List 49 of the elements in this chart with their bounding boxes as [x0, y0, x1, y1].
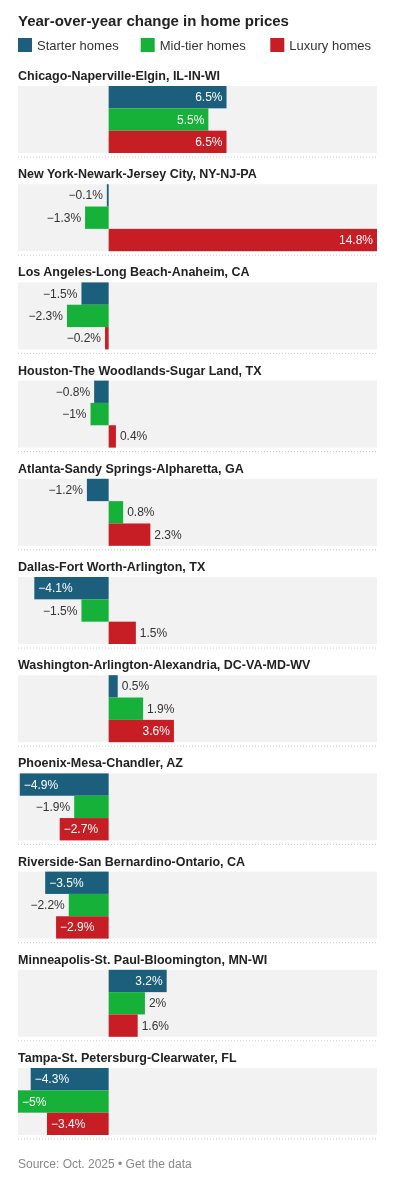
data-label: 2.3%	[154, 527, 183, 542]
data-label: −1.5%	[43, 286, 78, 301]
data-label: 0.5%	[121, 679, 150, 694]
data-label: 14.8%	[338, 233, 374, 248]
data-label: 3.6%	[142, 724, 171, 739]
data-label: 1.9%	[147, 701, 175, 716]
data-label: −1.2%	[48, 482, 84, 497]
data-label: −2.7%	[63, 822, 99, 837]
data-label: 2%	[148, 996, 167, 1011]
data-label: 0.8%	[127, 505, 155, 520]
legend-label: Mid-tier homes	[159, 38, 247, 53]
data-label: −4.3%	[34, 1072, 70, 1087]
data-label: 6.5%	[195, 90, 223, 105]
y-tick-label: Chicago-Naperville-Elgin, IL-IN-WI	[18, 69, 221, 83]
y-tick-label: Houston-The Woodlands-Sugar Land, TX	[18, 363, 263, 378]
legend-label: Luxury homes	[289, 38, 372, 53]
data-label: 5.5%	[177, 112, 205, 127]
data-label: −1.9%	[35, 799, 71, 814]
data-label: −0.2%	[66, 331, 102, 346]
data-label: −2.9%	[60, 920, 95, 935]
data-label: −2.2%	[30, 898, 66, 913]
data-label: 1.6%	[141, 1018, 170, 1033]
legend-label: Starter homes	[37, 38, 120, 53]
data-label: 6.5%	[195, 134, 223, 149]
data-label: −0.8%	[55, 384, 91, 399]
y-tick-label: Minneapolis-St. Paul-Bloomington, MN-WI	[18, 952, 268, 967]
data-label: 3.2%	[135, 973, 163, 988]
data-label: −2.3%	[28, 308, 64, 323]
data-label: −1.5%	[43, 603, 78, 618]
data-label: −3.5%	[49, 875, 84, 890]
y-tick-label: Riverside-San Bernardino-Ontario, CA	[18, 854, 246, 869]
chart-title: Year-over-year change in home prices	[18, 12, 289, 29]
data-label: −5%	[22, 1094, 47, 1109]
data-label: −4.1%	[38, 581, 74, 596]
data-label: −1%	[62, 407, 87, 422]
data-label: −1.3%	[46, 210, 82, 225]
data-label: 0.4%	[119, 429, 148, 444]
y-tick-label: Washington-Arlington-Alexandria, DC-VA-MD-WV	[18, 658, 311, 673]
data-label: −4.9%	[23, 777, 59, 792]
data-label: −3.4%	[51, 1116, 86, 1131]
source-note: Source: Oct. 2025 • Get the data	[18, 1157, 192, 1171]
y-tick-label: Los Angeles-Long Beach-Anaheim, CA	[18, 265, 250, 280]
data-label: −0.1%	[68, 188, 104, 203]
y-tick-label: Phoenix-Mesa-Chandler, AZ	[18, 756, 184, 771]
data-label: 1.5%	[139, 625, 168, 640]
y-tick-label: Atlanta-Sandy Springs-Alpharetta, GA	[18, 461, 244, 476]
y-tick-label: Dallas-Fort Worth-Arlington, TX	[18, 560, 206, 574]
y-tick-label: Tampa-St. Petersburg-Clearwater, FL	[18, 1051, 237, 1065]
y-tick-label: New York-Newark-Jersey City, NY-NJ-PA	[18, 167, 257, 182]
